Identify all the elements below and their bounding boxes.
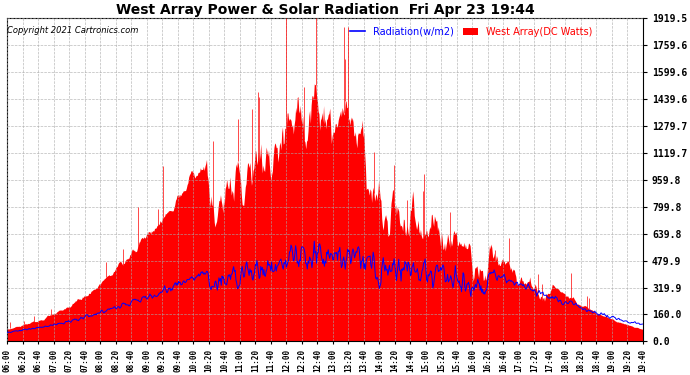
Title: West Array Power & Solar Radiation  Fri Apr 23 19:44: West Array Power & Solar Radiation Fri A… — [116, 3, 535, 17]
Legend: Radiation(w/m2), West Array(DC Watts): Radiation(w/m2), West Array(DC Watts) — [346, 23, 596, 40]
Text: Copyright 2021 Cartronics.com: Copyright 2021 Cartronics.com — [7, 26, 138, 35]
